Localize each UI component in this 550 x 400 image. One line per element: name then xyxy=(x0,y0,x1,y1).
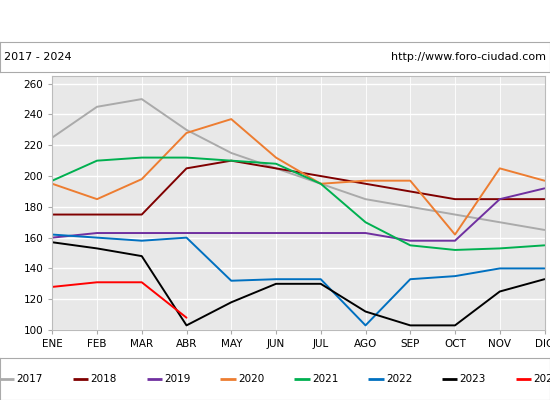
Text: http://www.foro-ciudad.com: http://www.foro-ciudad.com xyxy=(390,52,546,62)
Text: 2024: 2024 xyxy=(534,374,550,384)
Text: 2021: 2021 xyxy=(312,374,338,384)
Text: Evolucion del paro registrado en Orgaz: Evolucion del paro registrado en Orgaz xyxy=(132,14,418,28)
Text: 2020: 2020 xyxy=(238,374,265,384)
Text: 2017 - 2024: 2017 - 2024 xyxy=(4,52,72,62)
Text: 2017: 2017 xyxy=(16,374,43,384)
Text: 2018: 2018 xyxy=(90,374,117,384)
Text: 2022: 2022 xyxy=(386,374,412,384)
Text: 2019: 2019 xyxy=(164,374,191,384)
Text: 2023: 2023 xyxy=(460,374,486,384)
